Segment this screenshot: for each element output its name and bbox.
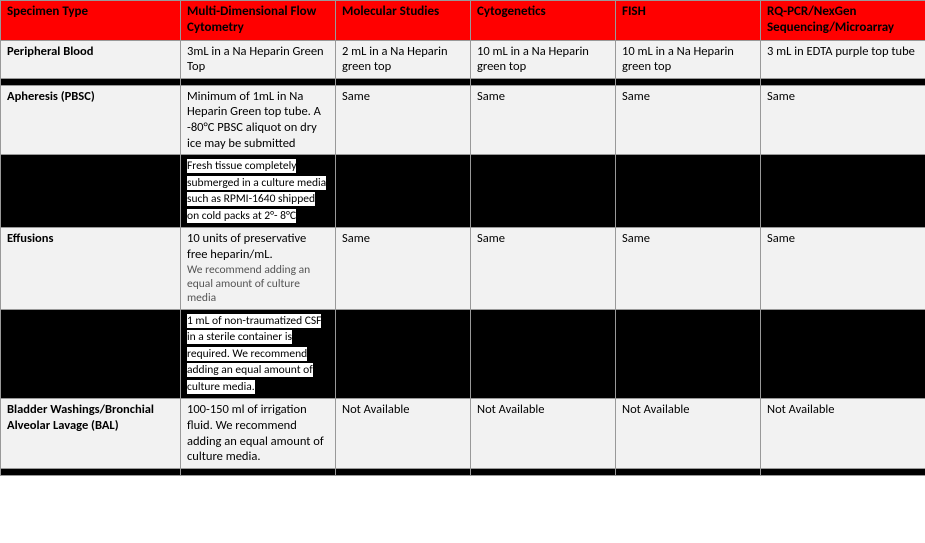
value-cell: Not Available <box>761 399 925 469</box>
col-specimen-type: Specimen Type <box>1 1 181 41</box>
value-cell: Same <box>471 85 616 155</box>
specimen-cell <box>1 468 181 475</box>
col-rqpcr: RQ-PCR/NexGen Sequencing/Microarray <box>761 1 925 41</box>
value-cell <box>761 78 925 85</box>
value-cell <box>336 309 471 399</box>
table-header: Specimen Type Multi-Dimensional Flow Cyt… <box>1 1 925 41</box>
table-row <box>1 468 925 475</box>
value-cell: Not Available <box>471 399 616 469</box>
highlighted-note: 1 mL of non-traumatized CSF in a sterile… <box>187 314 321 394</box>
table-body: Peripheral Blood3mL in a Na Heparin Gree… <box>1 40 925 475</box>
specimen-cell: Bladder Washings/Bronchial Alveolar Lava… <box>1 399 181 469</box>
value-cell: Same <box>761 85 925 155</box>
table-row: Bladder Washings/Bronchial Alveolar Lava… <box>1 399 925 469</box>
table-row: Fresh tissue completely submerged in a c… <box>1 155 925 228</box>
value-cell: 3mL in a Na Heparin Green Top <box>181 40 336 78</box>
value-cell: Same <box>336 85 471 155</box>
value-cell <box>336 155 471 228</box>
value-cell: 3 mL in EDTA purple top tube <box>761 40 925 78</box>
value-cell: Same <box>616 228 761 309</box>
sub-note: We recommend adding an equal amount of c… <box>187 263 329 306</box>
value-cell: Not Available <box>616 399 761 469</box>
table-row: Effusions10 units of preservative free h… <box>1 228 925 309</box>
value-cell: Same <box>336 228 471 309</box>
value-cell: 10 mL in a Na Heparin green top <box>471 40 616 78</box>
col-flow-cytometry: Multi-Dimensional Flow Cytometry <box>181 1 336 41</box>
value-cell: Same <box>761 228 925 309</box>
specimen-cell: Peripheral Blood <box>1 40 181 78</box>
specimen-cell <box>1 309 181 399</box>
value-cell <box>181 78 336 85</box>
value-cell: Fresh tissue completely submerged in a c… <box>181 155 336 228</box>
value-cell: 1 mL of non-traumatized CSF in a sterile… <box>181 309 336 399</box>
col-fish: FISH <box>616 1 761 41</box>
specimen-cell: Apheresis (PBSC) <box>1 85 181 155</box>
value-cell: Same <box>616 85 761 155</box>
specimen-cell <box>1 78 181 85</box>
col-cytogenetics: Cytogenetics <box>471 1 616 41</box>
highlighted-note: Fresh tissue completely submerged in a c… <box>187 159 326 223</box>
value-cell <box>616 309 761 399</box>
specimen-cell: Effusions <box>1 228 181 309</box>
value-cell: 100-150 ml of irrigation fluid. We recom… <box>181 399 336 469</box>
value-cell <box>761 155 925 228</box>
value-cell <box>616 155 761 228</box>
value-cell <box>761 468 925 475</box>
value-cell: Minimum of 1mL in Na Heparin Green top t… <box>181 85 336 155</box>
value-cell <box>471 468 616 475</box>
value-cell: Not Available <box>336 399 471 469</box>
value-cell <box>181 468 336 475</box>
table-row: Apheresis (PBSC)Minimum of 1mL in Na Hep… <box>1 85 925 155</box>
value-cell: 10 units of preservative free heparin/mL… <box>181 228 336 309</box>
value-cell <box>471 78 616 85</box>
value-cell <box>471 155 616 228</box>
table-row: 1 mL of non-traumatized CSF in a sterile… <box>1 309 925 399</box>
value-cell <box>616 468 761 475</box>
col-molecular: Molecular Studies <box>336 1 471 41</box>
value-cell: 2 mL in a Na Heparin green top <box>336 40 471 78</box>
value-cell <box>761 309 925 399</box>
specimen-cell <box>1 155 181 228</box>
value-cell <box>471 309 616 399</box>
table-row: Peripheral Blood3mL in a Na Heparin Gree… <box>1 40 925 78</box>
value-cell: 10 mL in a Na Heparin green top <box>616 40 761 78</box>
value-cell <box>616 78 761 85</box>
table-row <box>1 78 925 85</box>
specimen-requirements-table: Specimen Type Multi-Dimensional Flow Cyt… <box>0 0 925 476</box>
value-cell: Same <box>471 228 616 309</box>
value-cell <box>336 78 471 85</box>
value-cell <box>336 468 471 475</box>
